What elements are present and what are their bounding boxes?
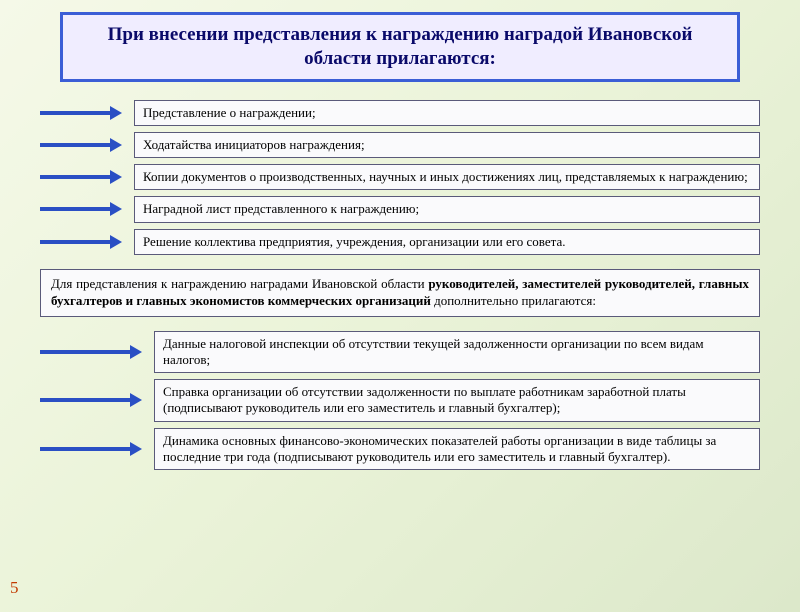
arrow-icon [40, 393, 142, 407]
bullet-row: Представление о награждении; [40, 100, 760, 126]
arrow-icon [40, 170, 122, 184]
bullet-text: Данные налоговой инспекции об отсутствии… [154, 331, 760, 374]
bullet-row: Решение коллектива предприятия, учрежден… [40, 229, 760, 255]
mid-post: дополнительно прилагаются: [431, 293, 596, 308]
arrow-icon [40, 202, 122, 216]
bullet-row: Ходатайства инициаторов награждения; [40, 132, 760, 158]
bullet-row: Наградной лист представленного к награжд… [40, 196, 760, 222]
bullet-text: Представление о награждении; [134, 100, 760, 126]
bottom-bullet-list: Данные налоговой инспекции об отсутствии… [40, 331, 760, 471]
arrow-icon [40, 138, 122, 152]
arrow-icon [40, 106, 122, 120]
bullet-text: Копии документов о производственных, нау… [134, 164, 760, 190]
mid-pre: Для представления к награждению наградам… [51, 276, 428, 291]
bullet-text: Ходатайства инициаторов награждения; [134, 132, 760, 158]
arrow-icon [40, 235, 122, 249]
bullet-row: Динамика основных финансово-экономически… [40, 428, 760, 471]
arrow-icon [40, 442, 142, 456]
top-bullet-list: Представление о награждении; Ходатайства … [40, 100, 760, 255]
bullet-row: Копии документов о производственных, нау… [40, 164, 760, 190]
bullet-text: Решение коллектива предприятия, учрежден… [134, 229, 760, 255]
arrow-icon [40, 345, 142, 359]
bullet-row: Данные налоговой инспекции об отсутствии… [40, 331, 760, 374]
page-number: 5 [10, 578, 19, 598]
bullet-text: Динамика основных финансово-экономически… [154, 428, 760, 471]
mid-paragraph: Для представления к награждению наградам… [40, 269, 760, 317]
bullet-text: Наградной лист представленного к награжд… [134, 196, 760, 222]
bullet-row: Справка организации об отсутствии задолж… [40, 379, 760, 422]
slide-title: При внесении представления к награждению… [60, 12, 740, 82]
bullet-text: Справка организации об отсутствии задолж… [154, 379, 760, 422]
